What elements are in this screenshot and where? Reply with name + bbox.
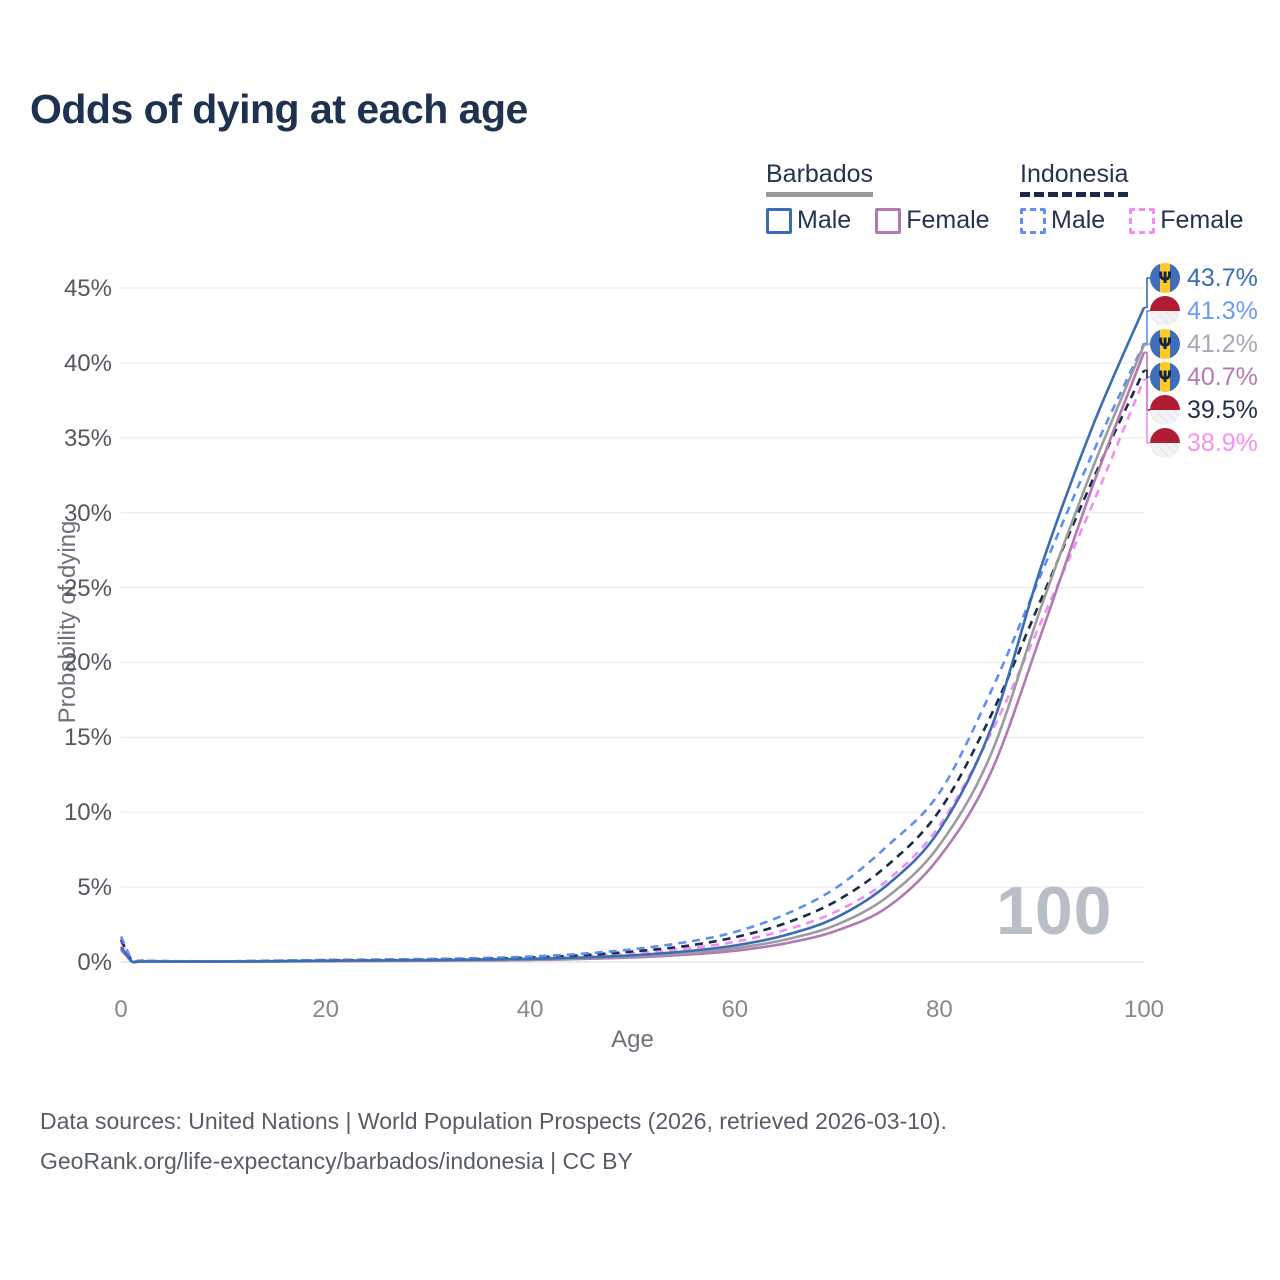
end-label-barbados-female: Ψ 40.7% (1150, 361, 1258, 393)
legend-item-barbados-male[interactable]: Male (766, 206, 851, 235)
svg-text:Ψ: Ψ (1158, 367, 1172, 386)
legend-label-indonesia-male: Male (1051, 206, 1106, 234)
barbados-flag-icon: Ψ (1150, 263, 1180, 293)
end-label-indonesia-male: 41.3% (1150, 295, 1258, 327)
end-label-connector (1144, 277, 1151, 309)
svg-text:Ψ: Ψ (1158, 268, 1172, 287)
legend-item-indonesia-female[interactable]: Female (1129, 206, 1244, 235)
x-tick-label: 80 (926, 996, 953, 1023)
legend-group-barbados: Barbados Male Female (766, 160, 990, 235)
y-tick-label: 25% (63, 574, 112, 602)
end-label-value: 41.2% (1187, 329, 1258, 358)
barbados-male-swatch-icon[interactable] (766, 207, 792, 234)
y-tick-label: 10% (63, 799, 112, 827)
end-label-value: 39.5% (1187, 395, 1258, 424)
end-label-indonesia-combined: 39.5% (1150, 394, 1258, 426)
end-label-connector (1144, 310, 1151, 345)
legend-country-indonesia[interactable]: Indonesia (1020, 160, 1129, 197)
y-tick-label: 35% (63, 424, 112, 452)
x-tick-label: 60 (721, 996, 749, 1023)
svg-text:Ψ: Ψ (1158, 334, 1172, 353)
end-label-connector (1144, 343, 1151, 346)
series-line-barbados-male[interactable] (119, 306, 1146, 964)
legend-label-indonesia-female: Female (1160, 206, 1244, 234)
legend-country-barbados[interactable]: Barbados (766, 160, 874, 197)
end-label-indonesia-female: 38.9% (1150, 427, 1258, 459)
series-line-barbados-female[interactable] (120, 351, 1146, 964)
end-label-value: 38.9% (1187, 428, 1258, 457)
legend-group-indonesia: Indonesia Male Female (1020, 160, 1244, 235)
barbados-flag-icon: Ψ (1150, 362, 1180, 392)
x-tick-label: 40 (516, 996, 544, 1023)
series-line-indonesia-male[interactable] (119, 342, 1146, 964)
x-axis-title: Age (611, 1026, 654, 1053)
end-label-value: 43.7% (1187, 263, 1258, 292)
end-label-barbados-combined: Ψ 41.2% (1150, 328, 1258, 360)
footer-data-sources: Data sources: United Nations | World Pop… (40, 1108, 947, 1134)
indonesia-flag-icon (1150, 428, 1180, 458)
y-tick-label: 20% (63, 649, 112, 677)
end-label-connector (1144, 351, 1151, 378)
end-label-value: 40.7% (1187, 362, 1258, 391)
y-tick-label: 0% (77, 949, 112, 976)
y-tick-label: 5% (77, 874, 112, 902)
end-label-value: 41.3% (1187, 296, 1258, 325)
legend-item-indonesia-male[interactable]: Male (1020, 206, 1105, 235)
end-label-barbados-male: Ψ 43.7% (1150, 262, 1258, 294)
legend-item-barbados-female[interactable]: Female (875, 206, 990, 235)
barbados-female-swatch-icon[interactable] (875, 207, 902, 234)
page-title: Odds of dying at each age (30, 86, 528, 132)
legend-label-barbados-female: Female (906, 206, 990, 234)
indonesia-female-swatch-icon[interactable] (1129, 207, 1156, 234)
x-tick-label: 0 (114, 996, 128, 1023)
series-line-indonesia-combined[interactable] (119, 369, 1146, 964)
series-line-indonesia-female[interactable] (119, 378, 1146, 964)
indonesia-male-swatch-icon[interactable] (1020, 207, 1046, 234)
footer-attribution: GeoRank.org/life-expectancy/barbados/ind… (40, 1148, 633, 1174)
y-tick-label: 30% (63, 499, 112, 527)
barbados-flag-icon: Ψ (1150, 329, 1180, 359)
age-watermark: 100 (996, 873, 1113, 949)
y-tick-label: 40% (63, 349, 112, 377)
x-tick-label: 20 (312, 996, 339, 1023)
x-tick-label: 100 (1123, 996, 1165, 1023)
indonesia-flag-icon (1150, 296, 1180, 326)
y-tick-label: 15% (63, 724, 112, 752)
y-axis-title: Probability of dying (54, 520, 81, 724)
end-label-connector (1144, 378, 1151, 444)
gridlines (121, 287, 1144, 963)
y-tick-label: 45% (63, 275, 112, 302)
legend-label-barbados-male: Male (797, 206, 852, 234)
indonesia-flag-icon (1150, 395, 1180, 425)
